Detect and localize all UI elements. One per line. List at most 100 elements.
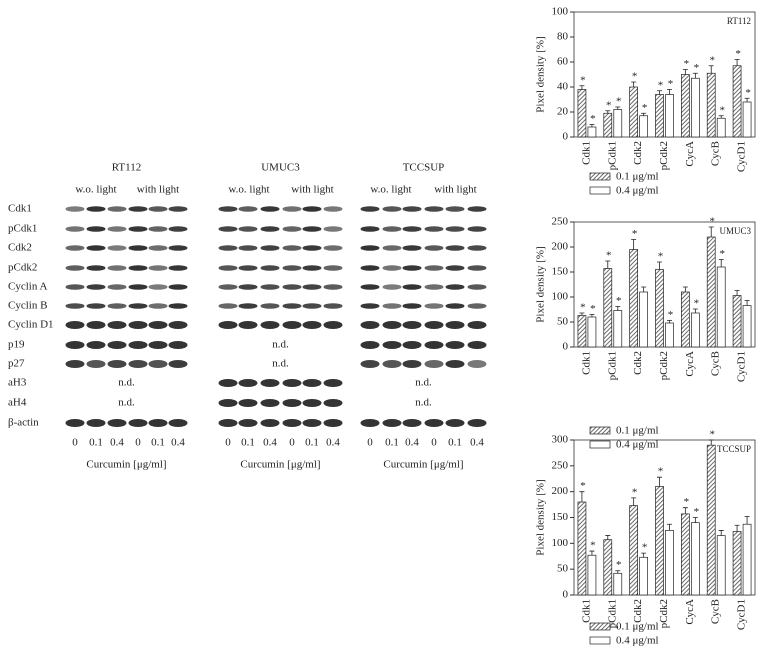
bar [742, 305, 752, 348]
significance-marker: * [709, 429, 715, 441]
bar [706, 444, 716, 596]
blot-band [424, 321, 444, 329]
blot-band [260, 399, 280, 407]
error-bar [734, 59, 740, 66]
lane-label: 0.1 [241, 437, 255, 449]
blot-band [260, 321, 280, 329]
blot-band [65, 206, 85, 212]
bar [577, 315, 587, 348]
not-detected: n.d. [118, 377, 135, 389]
x-tick-label: CycD1 [736, 599, 748, 630]
blot-band [402, 265, 422, 271]
blot-band [218, 321, 238, 329]
blot-band [445, 284, 465, 290]
error-bar [579, 312, 585, 316]
lane-label: 0 [225, 437, 231, 449]
error-bar [605, 535, 611, 540]
blot-band [148, 303, 168, 309]
error-bar [692, 517, 698, 523]
bar [577, 501, 587, 596]
blot-band [238, 226, 258, 232]
y-tick-label: 150 [552, 511, 569, 523]
blot-band [260, 419, 280, 427]
blot-band [382, 284, 402, 290]
y-tick-label: 60 [557, 56, 569, 68]
legend-swatch [589, 440, 611, 449]
error-bar [641, 112, 647, 116]
blot-band [218, 226, 238, 232]
significance-marker: * [580, 74, 586, 86]
blot-band [260, 303, 280, 309]
blot-band [302, 303, 322, 309]
blot-band [128, 206, 148, 212]
blot-band [302, 245, 322, 251]
bar [613, 109, 623, 138]
row-label: p27 [8, 358, 25, 370]
blot-band [128, 360, 148, 368]
legend-label: 0.1 μg/ml [616, 621, 659, 633]
blot-band [107, 226, 127, 232]
blot-band [86, 206, 106, 212]
bar [603, 112, 613, 138]
blot-band [65, 303, 85, 309]
blot-band [238, 399, 258, 407]
significance-marker: * [684, 496, 690, 508]
y-tick-label: 0 [563, 131, 569, 143]
blot-band [382, 303, 402, 309]
x-tick-label: Cdk2 [632, 141, 644, 165]
blot-band [128, 321, 148, 329]
blot-band [107, 419, 127, 427]
row-label: β-actin [8, 417, 39, 429]
lane-label: 0.4 [405, 437, 419, 449]
x-tick-label: pCdk1 [606, 351, 618, 380]
significance-marker: * [590, 540, 596, 552]
significance-marker: * [590, 113, 596, 125]
blot-band [260, 379, 280, 387]
blot-band [445, 245, 465, 251]
blot-band [107, 206, 127, 212]
y-tick-label: 250 [552, 459, 569, 471]
lane-label: 0 [431, 437, 437, 449]
error-bar [682, 69, 688, 75]
legend-label: 0.4 μg/ml [616, 635, 659, 647]
blot-band [323, 206, 343, 212]
bar [706, 236, 716, 348]
blot-band [282, 321, 302, 329]
legend-swatch [589, 426, 611, 435]
panel-title: UMUC3 [261, 162, 300, 174]
blot-band [302, 379, 322, 387]
blot-band [128, 245, 148, 251]
bar [655, 94, 664, 138]
error-bar [631, 239, 637, 250]
blot-band [282, 303, 302, 309]
legend-label: 0.4 μg/ml [616, 185, 659, 197]
row-label: pCdk1 [8, 223, 37, 235]
blot-band [360, 341, 380, 349]
blot-band [467, 419, 487, 427]
blot-band [323, 303, 343, 309]
error-bar [641, 286, 647, 292]
row-label: Cyclin A [8, 281, 47, 293]
blot-band [86, 245, 106, 251]
blot-band [382, 360, 402, 368]
blot-band [402, 341, 422, 349]
error-bar [667, 523, 672, 531]
blot-band [238, 379, 258, 387]
error-bar [667, 89, 672, 95]
blot-band [402, 321, 422, 329]
blot-band [218, 419, 238, 427]
blot-band [148, 284, 168, 290]
not-detected: n.d. [415, 397, 432, 409]
error-bar [579, 85, 585, 90]
bar [587, 316, 597, 348]
x-tick-label: CycD1 [736, 141, 748, 172]
lane-label: 0.1 [89, 437, 103, 449]
condition-label: w.o. light [228, 184, 269, 196]
significance-marker: * [580, 302, 586, 314]
blot-band [382, 265, 402, 271]
blot-band [86, 341, 106, 349]
panel-title: RT112 [112, 162, 142, 174]
y-tick-label: 150 [552, 266, 569, 278]
error-bar [579, 491, 585, 502]
legend-label: 0.1 μg/ml [616, 425, 659, 437]
